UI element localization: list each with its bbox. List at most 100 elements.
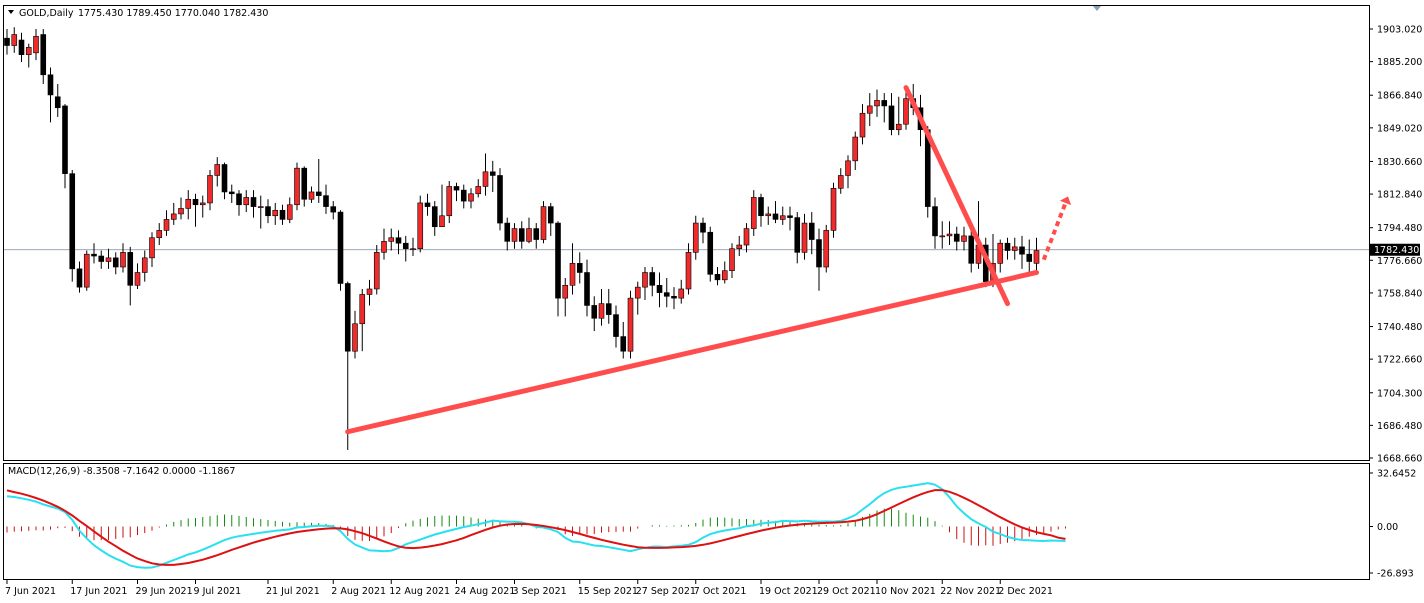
- candle-bull: [120, 252, 126, 268]
- candle-bear: [91, 253, 97, 257]
- symbol-menu-icon[interactable]: [8, 10, 14, 14]
- projection-arrow: [1041, 202, 1068, 261]
- candle-bull: [475, 186, 482, 195]
- price-panel-frame: [3, 5, 1370, 461]
- candle-bull: [830, 187, 837, 231]
- candle-bull: [685, 252, 692, 290]
- candle-bull: [569, 263, 576, 286]
- candle-bear: [344, 283, 351, 352]
- price-tick-label: 1903.020: [1377, 25, 1422, 36]
- candle-bull: [692, 222, 699, 253]
- candle-bull: [214, 164, 221, 176]
- candle-bear: [54, 96, 61, 109]
- candle-bull: [997, 242, 1004, 264]
- price-tick-label: 1704.300: [1377, 388, 1422, 399]
- candle-bear: [265, 206, 271, 217]
- candle-bear: [794, 217, 801, 253]
- candle-bull: [859, 112, 866, 138]
- candle-bull: [286, 204, 293, 220]
- candle-bear: [489, 171, 496, 176]
- candle-bear: [69, 173, 76, 270]
- time-tick-label: 19 Oct 2021: [759, 586, 818, 597]
- candle-bull: [511, 228, 518, 242]
- candle-bull: [149, 237, 155, 259]
- candle-bear: [504, 222, 511, 242]
- candle-bear: [323, 195, 329, 207]
- time-tick-label: 29 Oct 2021: [817, 586, 876, 597]
- time-tick-label: 27 Sep 2021: [636, 586, 696, 597]
- candle-bull: [598, 303, 605, 319]
- time-tick-label: 7 Oct 2021: [694, 586, 747, 597]
- time-axis: 7 Jun 2021 17 Jun 2021 29 Jun 2021 9 Jul 20…: [5, 580, 1053, 597]
- candle-bear: [250, 197, 257, 207]
- macd-lines: [6, 482, 1066, 569]
- candle-bear: [613, 314, 619, 337]
- resistance-trendline: [903, 85, 1010, 307]
- candle-bear: [591, 305, 598, 319]
- candle-bear: [758, 197, 764, 217]
- candle-bear: [663, 292, 670, 297]
- candle-bull: [729, 248, 735, 271]
- candle-bear: [816, 239, 822, 268]
- current-price-label: 1782.430: [1374, 245, 1419, 256]
- macd-label: MACD(12,26,9) -8.3508 -7.1642 0.0000 -1.…: [8, 466, 235, 477]
- candle-bull: [823, 230, 830, 268]
- macd-signal-line: [6, 489, 1066, 566]
- candle-bull: [526, 228, 532, 242]
- candle-bull: [207, 175, 213, 204]
- time-tick-label: 21 Jul 2021: [266, 586, 320, 597]
- time-tick-label: 9 Jul 2021: [194, 586, 242, 597]
- time-tick-label: 12 Aug 2021: [389, 586, 450, 597]
- candle-bull: [852, 136, 859, 162]
- ohlc-readout: 1775.430 1789.450 1770.040 1782.430: [78, 8, 268, 19]
- candle-bull: [895, 123, 902, 131]
- candle-bear: [98, 255, 105, 262]
- price-tick-label: 1794.480: [1377, 223, 1422, 234]
- candle-bear: [40, 34, 47, 76]
- candle-bull: [359, 294, 366, 325]
- time-tick-label: 29 Jun 2021: [136, 586, 193, 597]
- candle-bull: [801, 222, 808, 253]
- time-tick-label: 2 Aug 2021: [331, 586, 386, 597]
- candle-bull: [105, 257, 112, 262]
- candle-bull: [874, 100, 880, 107]
- price-tick-label: 1740.480: [1377, 322, 1422, 333]
- candle-bear: [47, 74, 54, 96]
- candle-bear: [402, 242, 409, 249]
- candle-bull: [243, 197, 250, 206]
- candle-bear: [301, 167, 308, 200]
- candle-bull: [83, 253, 90, 288]
- price-tick-label: 1668.660: [1377, 454, 1422, 465]
- time-tick-label: 2 Dec 2021: [998, 586, 1053, 597]
- candle-bear: [584, 272, 590, 306]
- candle-bull: [903, 98, 909, 125]
- time-tick-label: 7 Jun 2021: [5, 586, 56, 597]
- price-tick-label: 1758.840: [1377, 288, 1422, 299]
- candle-bull: [294, 167, 300, 206]
- candle-bear: [221, 164, 228, 193]
- candle-bear: [337, 211, 344, 284]
- candle-bear: [533, 228, 540, 240]
- candle-bear: [787, 215, 793, 218]
- time-tick-label: 15 Sep 2021: [578, 586, 638, 597]
- candle-bear: [431, 206, 438, 228]
- candle-bull: [373, 252, 380, 290]
- candle-bull: [25, 47, 32, 55]
- candle-bear: [555, 222, 561, 299]
- candle-bear: [547, 206, 554, 224]
- candle-bull: [540, 206, 547, 240]
- price-tick-label: 1866.840: [1377, 91, 1422, 102]
- candle-bull: [866, 105, 873, 114]
- candle-bull: [1011, 246, 1018, 251]
- candle-bull: [185, 198, 192, 209]
- candle-bull: [141, 257, 148, 273]
- candle-bull: [178, 208, 184, 215]
- chart-shift-marker-icon[interactable]: [1093, 6, 1101, 11]
- candle-bear: [127, 252, 134, 286]
- candle-bull: [352, 323, 358, 352]
- candle-bull: [678, 288, 685, 299]
- candle-bear: [1004, 242, 1011, 251]
- time-tick-label: 17 Jun 2021: [70, 586, 127, 597]
- time-tick-label: 22 Nov 2021: [940, 586, 1001, 597]
